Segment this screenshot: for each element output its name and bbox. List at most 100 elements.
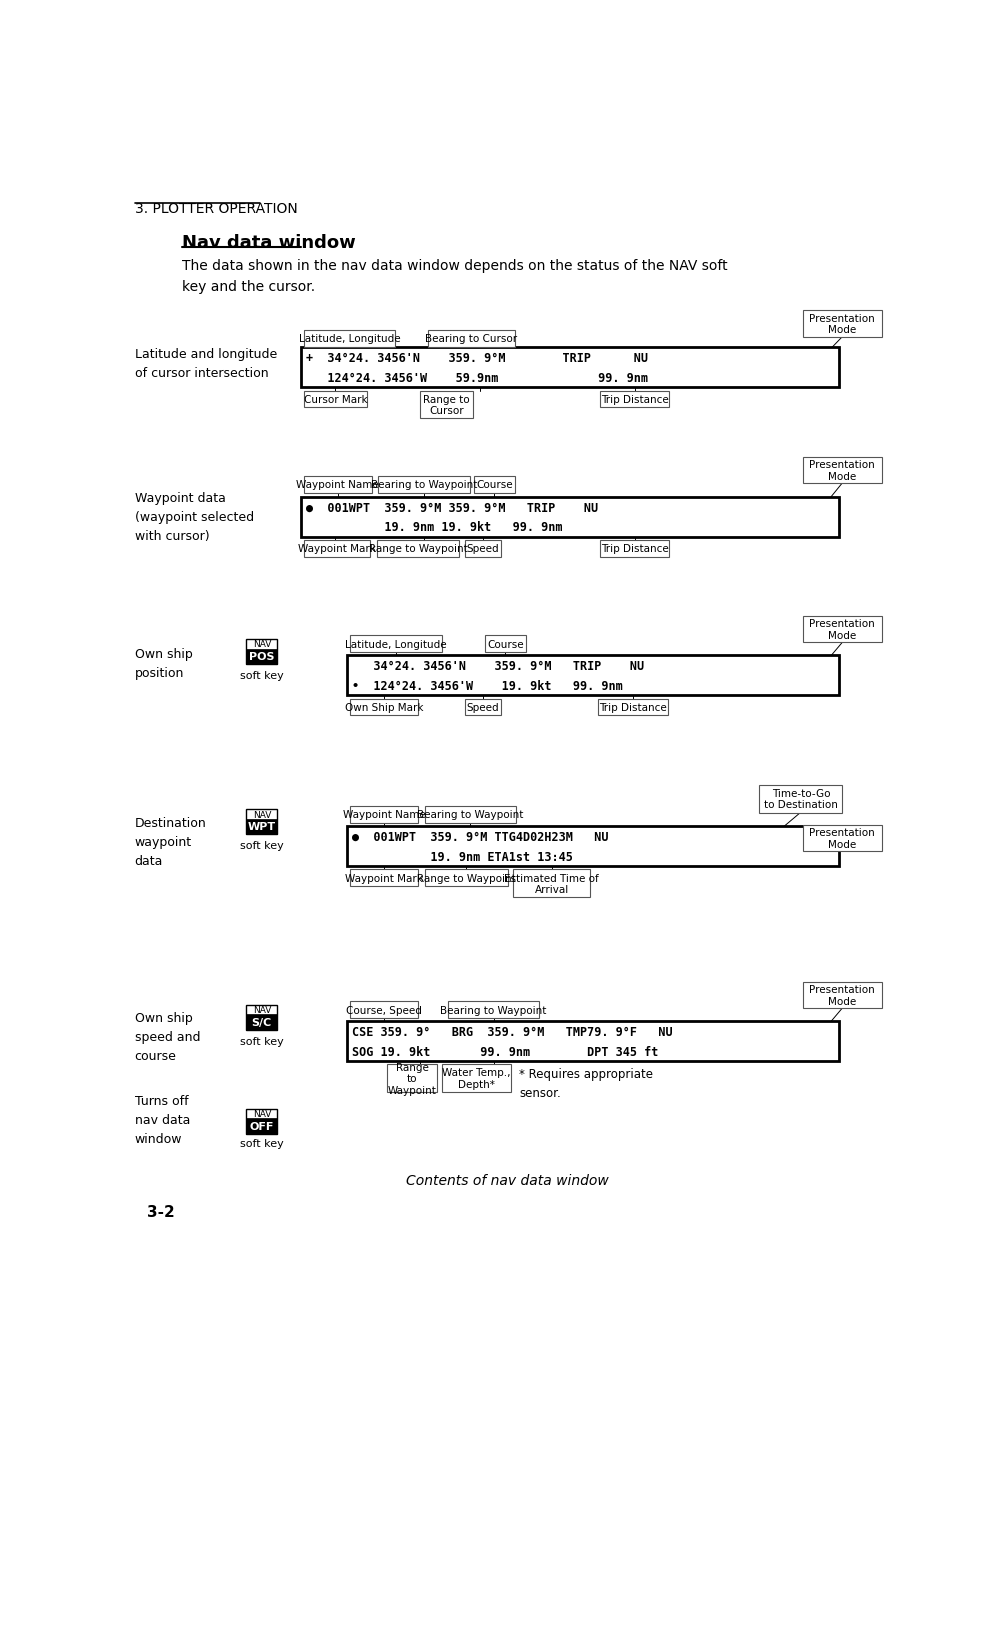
Text: Bearing to Cursor: Bearing to Cursor: [425, 335, 517, 344]
Bar: [247, 1005, 277, 1030]
Text: Course, Speed: Course, Speed: [346, 1005, 422, 1015]
Text: WPT: WPT: [248, 823, 275, 832]
Bar: [803, 826, 882, 852]
Bar: [599, 698, 668, 716]
Text: Presentation
Mode: Presentation Mode: [810, 619, 875, 641]
Bar: [759, 785, 842, 813]
Bar: [247, 640, 277, 664]
Text: 3-2: 3-2: [147, 1204, 174, 1219]
Bar: [350, 698, 418, 716]
Bar: [300, 498, 839, 537]
Bar: [803, 982, 882, 1009]
Bar: [300, 348, 839, 388]
Bar: [485, 636, 526, 653]
Text: * Requires appropriate
sensor.: * Requires appropriate sensor.: [519, 1067, 653, 1100]
Text: SOG 19. 9kt       99. 9nm        DPT 345 ft: SOG 19. 9kt 99. 9nm DPT 345 ft: [353, 1044, 659, 1058]
Bar: [600, 540, 670, 558]
Text: Turns off
nav data
window: Turns off nav data window: [135, 1095, 190, 1146]
Bar: [600, 392, 670, 408]
Bar: [379, 477, 470, 493]
Bar: [803, 457, 882, 483]
Bar: [420, 392, 473, 419]
Text: Waypoint data
(waypoint selected
with cursor): Waypoint data (waypoint selected with cu…: [135, 491, 254, 543]
Text: CSE 359. 9°   BRG  359. 9°M   TMP79. 9°F   NU: CSE 359. 9° BRG 359. 9°M TMP79. 9°F NU: [353, 1025, 673, 1038]
Bar: [803, 312, 882, 338]
Text: Latitude and longitude
of cursor intersection: Latitude and longitude of cursor interse…: [135, 348, 276, 380]
Bar: [347, 656, 839, 695]
Text: NAV: NAV: [253, 809, 271, 819]
Text: NAV: NAV: [253, 1110, 271, 1118]
Text: Waypoint Name: Waypoint Name: [343, 809, 426, 819]
Text: Presentation
Mode: Presentation Mode: [810, 827, 875, 849]
Bar: [442, 1064, 511, 1092]
Bar: [247, 1110, 277, 1134]
Bar: [303, 477, 372, 493]
Bar: [350, 636, 442, 653]
Text: Range to
Cursor: Range to Cursor: [423, 395, 470, 416]
Text: Contents of nav data window: Contents of nav data window: [406, 1173, 608, 1186]
Text: Waypoint Name: Waypoint Name: [296, 480, 380, 490]
Bar: [247, 809, 277, 834]
Text: S/C: S/C: [252, 1017, 272, 1028]
Text: Speed: Speed: [467, 543, 499, 553]
Text: POS: POS: [249, 651, 275, 663]
Text: ●  001WPT  359. 9°M TTG4D02H23M   NU: ● 001WPT 359. 9°M TTG4D02H23M NU: [353, 831, 609, 844]
Text: OFF: OFF: [250, 1121, 275, 1131]
Bar: [513, 870, 591, 898]
Text: Trip Distance: Trip Distance: [600, 703, 667, 713]
Text: Speed: Speed: [467, 703, 499, 713]
Bar: [303, 392, 368, 408]
Text: Estimated Time of
Arrival: Estimated Time of Arrival: [504, 873, 599, 894]
Text: Bearing to Waypoint: Bearing to Waypoint: [440, 1005, 547, 1015]
Bar: [350, 870, 418, 886]
Text: Water Temp.,
Depth*: Water Temp., Depth*: [442, 1067, 510, 1089]
Text: Waypoint Mark: Waypoint Mark: [345, 873, 423, 883]
Bar: [803, 617, 882, 643]
Text: Latitude, Longitude: Latitude, Longitude: [298, 335, 400, 344]
Bar: [377, 540, 460, 558]
Bar: [247, 650, 277, 664]
Text: 19. 9nm 19. 9kt   99. 9nm: 19. 9nm 19. 9kt 99. 9nm: [306, 521, 563, 534]
Text: Range to Waypoint: Range to Waypoint: [369, 543, 468, 553]
Text: 34°24. 3456'N    359. 9°M   TRIP    NU: 34°24. 3456'N 359. 9°M TRIP NU: [353, 659, 644, 672]
Text: 3. PLOTTER OPERATION: 3. PLOTTER OPERATION: [135, 202, 297, 215]
Text: Own ship
speed and
course: Own ship speed and course: [135, 1012, 200, 1062]
Text: Destination
waypoint
data: Destination waypoint data: [135, 816, 206, 868]
Text: 124°24. 3456'W    59.9nm              99. 9nm: 124°24. 3456'W 59.9nm 99. 9nm: [306, 372, 648, 385]
Text: soft key: soft key: [240, 1139, 283, 1149]
Text: Presentation
Mode: Presentation Mode: [810, 313, 875, 335]
Text: soft key: soft key: [240, 671, 283, 681]
Text: 19. 9nm ETA1st 13:45: 19. 9nm ETA1st 13:45: [353, 850, 574, 863]
Bar: [347, 827, 839, 867]
Text: Waypoint Mark: Waypoint Mark: [298, 543, 376, 553]
Text: Range
to
Waypoint: Range to Waypoint: [387, 1062, 437, 1095]
Bar: [247, 819, 277, 834]
Text: Presentation
Mode: Presentation Mode: [810, 460, 875, 481]
Bar: [247, 1015, 277, 1030]
Text: The data shown in the nav data window depends on the status of the NAV soft
key : The data shown in the nav data window de…: [182, 259, 727, 294]
Bar: [465, 540, 500, 558]
Bar: [303, 540, 371, 558]
Bar: [424, 870, 507, 886]
Text: •  124°24. 3456'W    19. 9kt   99. 9nm: • 124°24. 3456'W 19. 9kt 99. 9nm: [353, 679, 623, 692]
Bar: [424, 806, 516, 823]
Text: Latitude, Longitude: Latitude, Longitude: [345, 640, 447, 650]
Text: soft key: soft key: [240, 840, 283, 850]
Bar: [387, 1064, 437, 1092]
Text: Nav data window: Nav data window: [182, 235, 356, 253]
Bar: [347, 1022, 839, 1061]
Text: Bearing to Waypoint: Bearing to Waypoint: [417, 809, 523, 819]
Bar: [350, 806, 418, 823]
Text: Cursor Mark: Cursor Mark: [303, 395, 368, 405]
Text: Time-to-Go
to Destination: Time-to-Go to Destination: [764, 788, 837, 809]
Text: NAV: NAV: [253, 1005, 271, 1015]
Bar: [428, 331, 515, 348]
Bar: [247, 1118, 277, 1134]
Text: Range to Waypoint: Range to Waypoint: [416, 873, 515, 883]
Text: ●  001WPT  359. 9°M 359. 9°M   TRIP    NU: ● 001WPT 359. 9°M 359. 9°M TRIP NU: [306, 501, 599, 514]
Text: +  34°24. 3456'N    359. 9°M        TRIP      NU: + 34°24. 3456'N 359. 9°M TRIP NU: [306, 353, 648, 364]
Text: Own Ship Mark: Own Ship Mark: [345, 703, 423, 713]
Bar: [303, 331, 395, 348]
Bar: [448, 1002, 539, 1018]
Bar: [474, 477, 515, 493]
